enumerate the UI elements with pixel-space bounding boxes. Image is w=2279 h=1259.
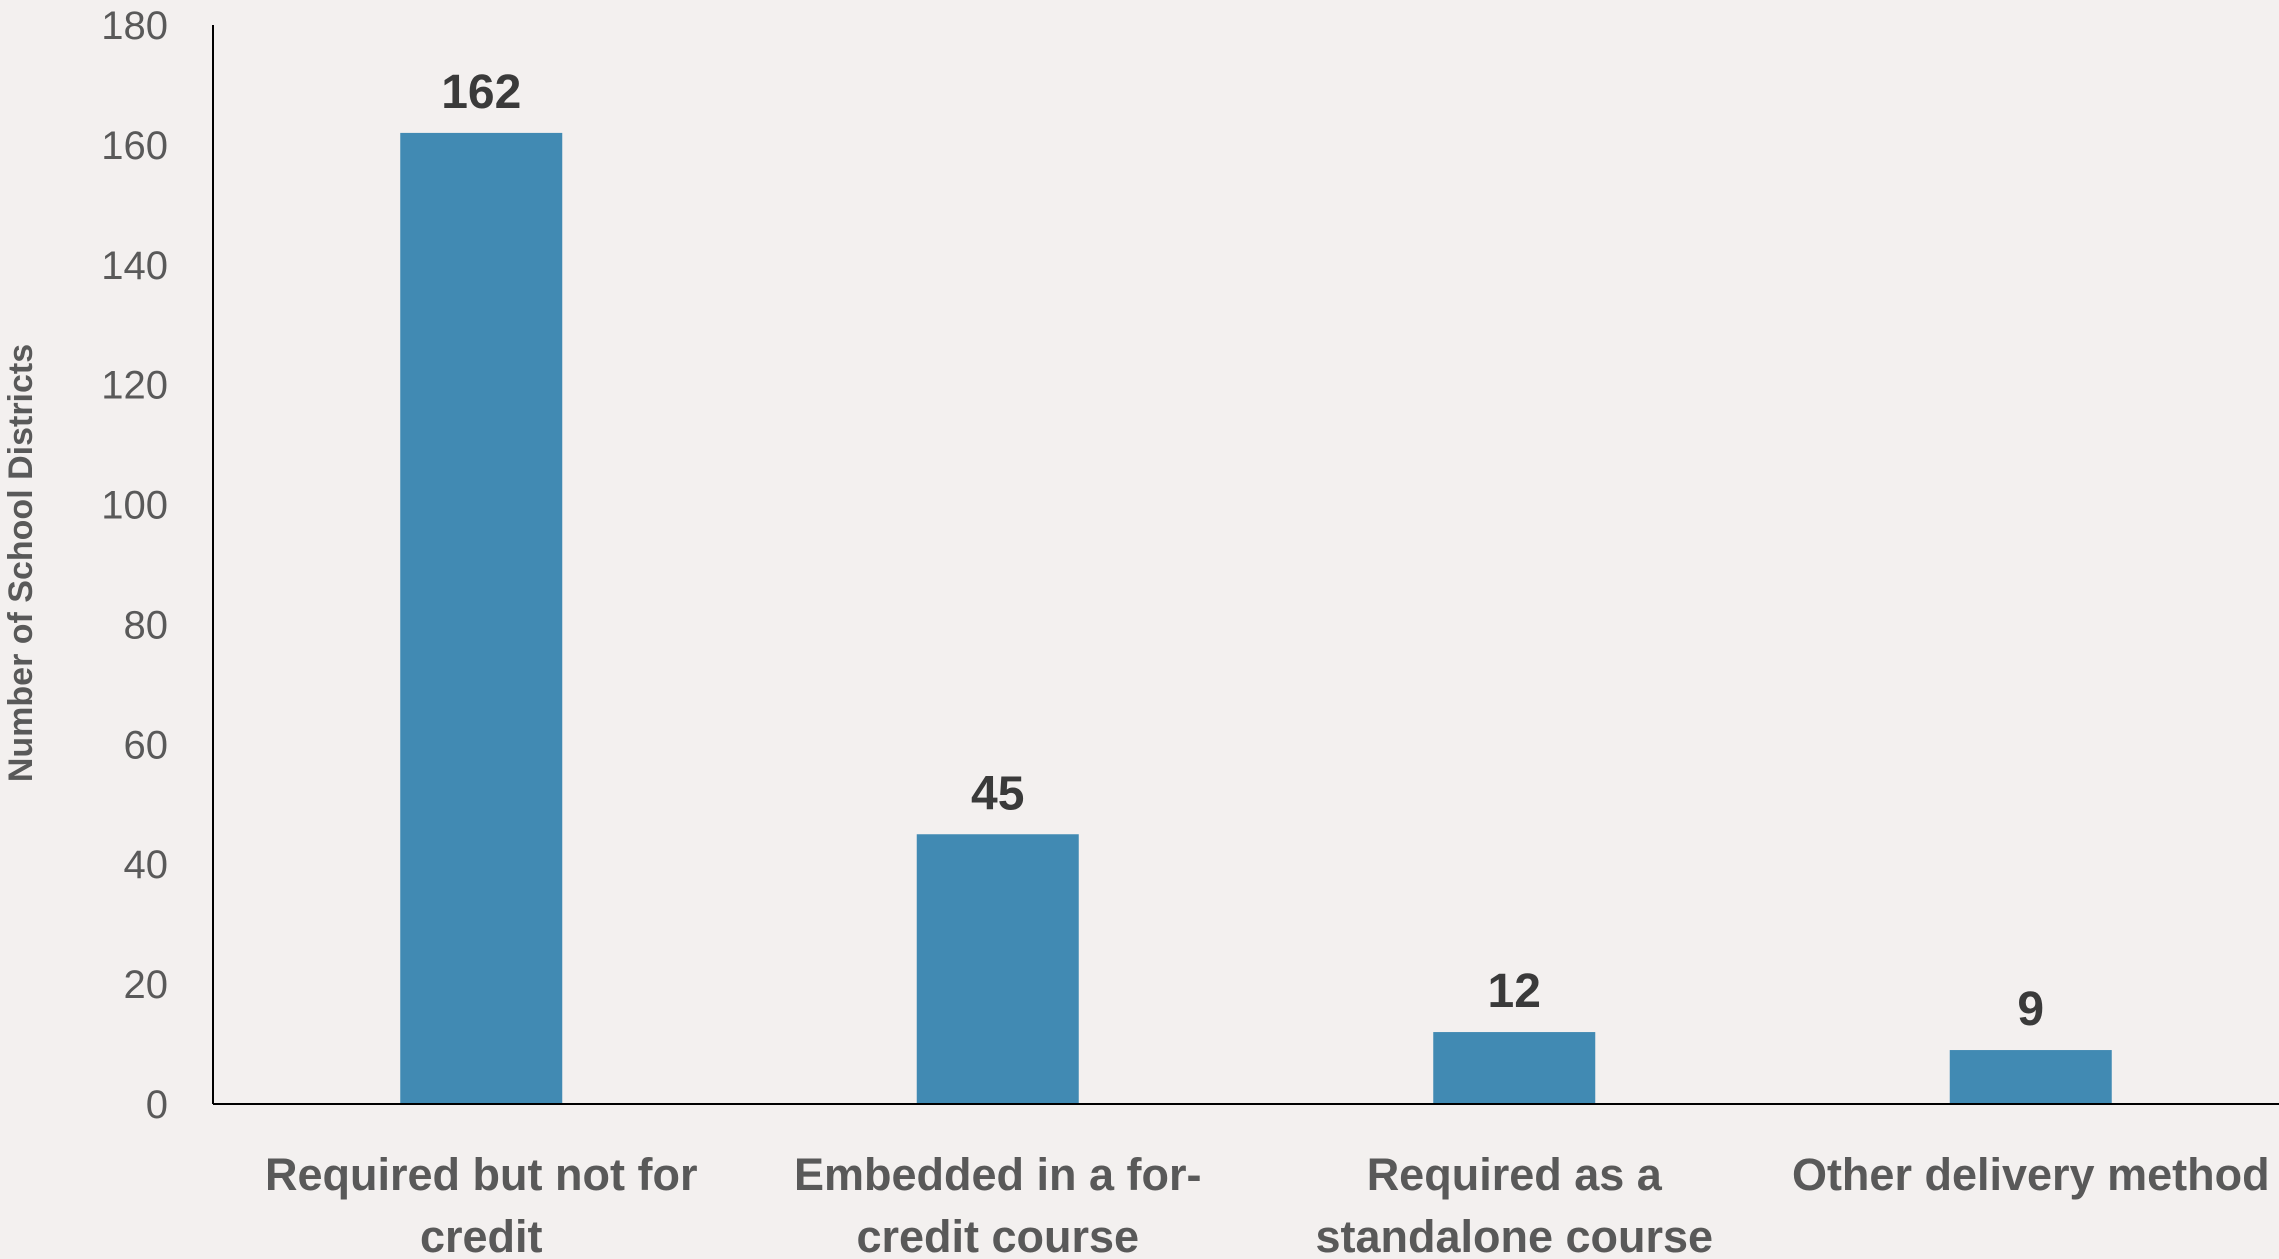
y-tick-label: 140	[101, 244, 168, 288]
y-axis-ticks: 0 20 40 60 80 100 120 140 160 180	[101, 4, 168, 1127]
y-tick-label: 80	[124, 603, 169, 647]
y-tick-label: 180	[101, 4, 168, 48]
bar-data-label: 9	[2017, 983, 2044, 1036]
x-category-label-line: standalone course	[1315, 1211, 1713, 1259]
bar	[916, 834, 1079, 1104]
x-category-label-line: credit course	[856, 1211, 1139, 1259]
bar	[1949, 1050, 2112, 1104]
y-tick-label: 60	[124, 723, 169, 767]
y-tick-label: 100	[101, 484, 168, 528]
bar-data-label: 45	[971, 767, 1024, 820]
y-tick-label: 120	[101, 364, 168, 408]
x-category-label-line: Embedded in a for-	[794, 1149, 1202, 1200]
y-tick-label: 20	[124, 963, 169, 1007]
y-tick-label: 160	[101, 124, 168, 168]
y-axis-title: Number of School Districts	[2, 344, 40, 782]
x-category-label: Other delivery method	[1792, 1149, 2270, 1200]
bar-data-label: 162	[441, 66, 521, 119]
x-category-label: Embedded in a for-credit course	[794, 1149, 1202, 1259]
bar	[1433, 1032, 1596, 1104]
x-category-label: Required as a standalone course	[1315, 1149, 1713, 1259]
x-category-label-line: Required as a	[1367, 1149, 1663, 1200]
x-category-label-line: Other delivery method	[1792, 1149, 2270, 1200]
y-tick-label: 0	[146, 1083, 168, 1127]
x-axis-category-labels: Required but not for credit Embedded in a …	[265, 1149, 2270, 1259]
y-tick-label: 40	[124, 843, 169, 887]
bars	[400, 132, 2112, 1104]
axes	[212, 25, 2279, 1105]
bar	[400, 132, 563, 1104]
data-labels: 162 45 12 9	[441, 66, 2044, 1036]
x-category-label: Required but not for credit	[265, 1149, 697, 1259]
x-category-label-line: Required but not for	[265, 1149, 697, 1200]
bar-data-label: 12	[1488, 965, 1541, 1018]
x-category-label-line: credit	[420, 1211, 543, 1259]
